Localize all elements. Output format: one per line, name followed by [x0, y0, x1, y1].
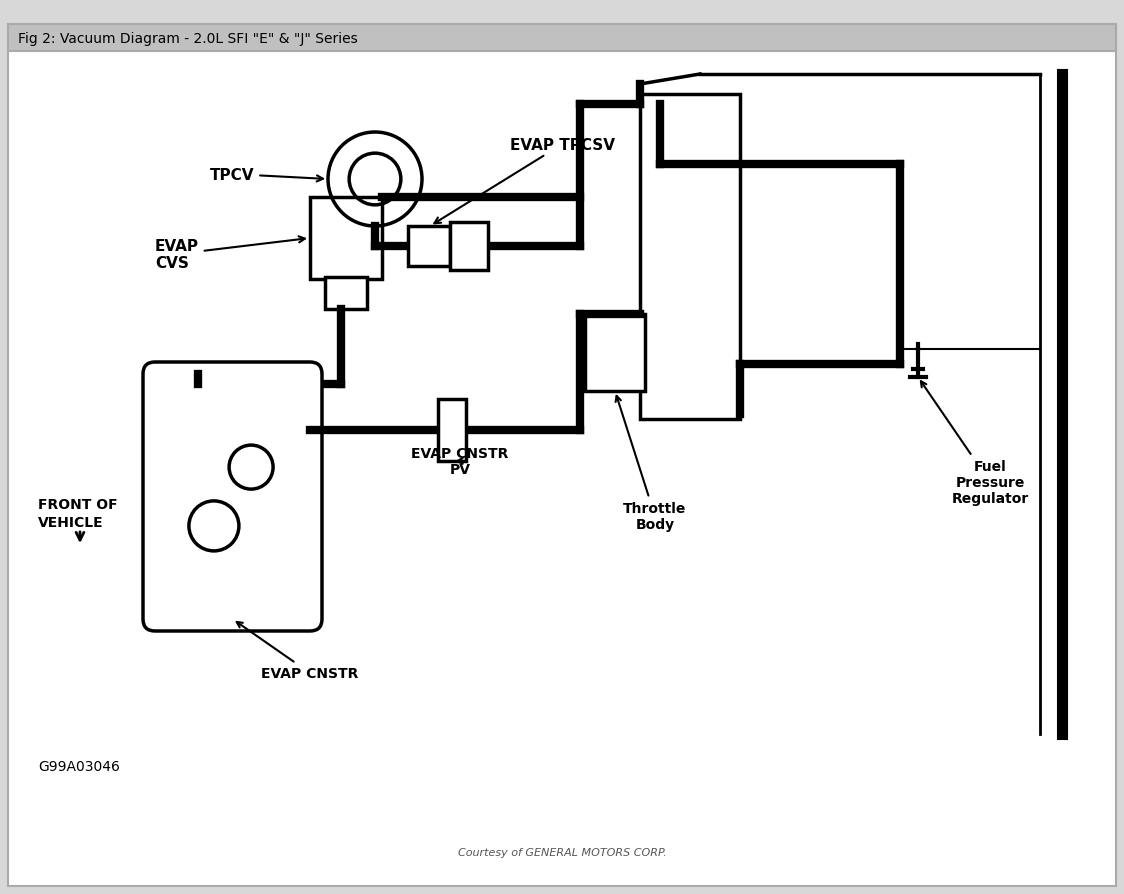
- Bar: [584, 315, 645, 392]
- Text: FRONT OF: FRONT OF: [38, 497, 118, 511]
- Text: EVAP
CVS: EVAP CVS: [155, 237, 305, 271]
- FancyBboxPatch shape: [143, 363, 321, 631]
- Bar: [325, 278, 368, 309]
- Bar: [8, 25, 1116, 52]
- Bar: [450, 223, 488, 271]
- Text: Throttle
Body: Throttle Body: [616, 396, 687, 532]
- Bar: [408, 227, 450, 266]
- Text: EVAP CNSTR: EVAP CNSTR: [237, 622, 359, 680]
- Bar: [310, 198, 382, 280]
- Text: EVAP TPCSV: EVAP TPCSV: [434, 138, 615, 224]
- Text: VEHICLE: VEHICLE: [38, 516, 103, 529]
- Bar: [640, 95, 740, 419]
- Bar: [438, 400, 466, 462]
- Text: EVAP CNSTR
PV: EVAP CNSTR PV: [411, 446, 509, 477]
- Text: Fig 2: Vacuum Diagram - 2.0L SFI "E" & "J" Series: Fig 2: Vacuum Diagram - 2.0L SFI "E" & "…: [18, 32, 357, 46]
- Text: TPCV: TPCV: [210, 167, 323, 182]
- Text: G99A03046: G99A03046: [38, 759, 120, 773]
- Text: Fuel
Pressure
Regulator: Fuel Pressure Regulator: [921, 382, 1028, 506]
- Text: Courtesy of GENERAL MOTORS CORP.: Courtesy of GENERAL MOTORS CORP.: [457, 847, 667, 857]
